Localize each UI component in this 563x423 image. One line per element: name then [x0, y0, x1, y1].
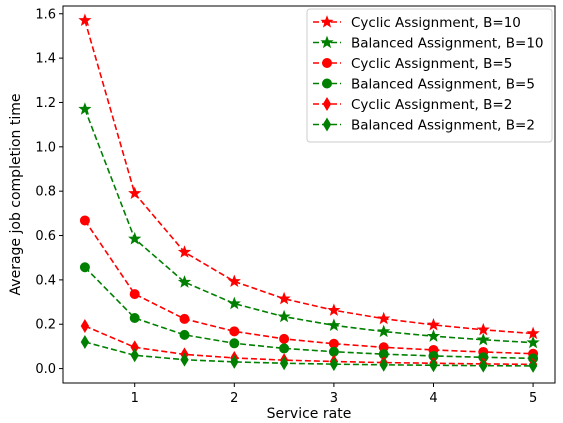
legend-label: Balanced Assignment, B=10	[351, 36, 544, 52]
data-point	[479, 358, 488, 373]
series-layer	[78, 13, 540, 373]
data-point	[177, 245, 192, 258]
x-tick-label: 5	[529, 391, 537, 406]
legend-label: Balanced Assignment, B=2	[351, 118, 535, 134]
plot-frame	[62, 5, 556, 384]
y-tick-label: 0.0	[35, 362, 56, 377]
x-tick-label: 1	[131, 391, 139, 406]
data-point	[179, 329, 190, 340]
series-3	[79, 215, 539, 359]
series-line	[84, 220, 534, 355]
series-6	[80, 335, 538, 373]
series-2	[78, 102, 540, 349]
data-point	[377, 311, 391, 325]
data-point	[279, 356, 289, 371]
series-line	[84, 20, 534, 335]
series-4	[79, 262, 539, 364]
data-point	[229, 326, 240, 337]
legend-entry: Cyclic Assignment, B=2	[313, 97, 512, 113]
legend-entry: Balanced Assignment, B=2	[313, 118, 535, 134]
x-tick-label: 4	[429, 391, 437, 406]
data-point	[227, 274, 241, 288]
legend-entry: Balanced Assignment, B=5	[313, 77, 535, 93]
data-point	[476, 332, 490, 346]
data-point	[129, 313, 140, 324]
data-point	[80, 319, 90, 333]
y-tick-label: 1.2	[35, 96, 56, 111]
data-point	[277, 309, 291, 323]
data-point	[78, 13, 92, 27]
data-point	[79, 215, 90, 226]
x-tick-label: 2	[230, 391, 238, 406]
legend-marker	[322, 58, 332, 68]
x-axis: 1 2 3 4 5	[131, 383, 537, 406]
legend-label: Cyclic Assignment, B=10	[351, 15, 521, 31]
legend-label: Balanced Assignment, B=5	[351, 77, 535, 93]
data-point	[227, 296, 241, 310]
data-point	[180, 352, 189, 367]
data-point	[277, 291, 291, 305]
data-point	[377, 324, 391, 338]
data-point	[229, 338, 240, 349]
data-point	[476, 322, 490, 336]
data-point	[79, 262, 90, 273]
series-line	[84, 325, 534, 366]
x-axis-label: Service rate	[267, 406, 352, 422]
data-point	[128, 231, 142, 245]
data-point	[429, 358, 438, 373]
series-line	[84, 341, 534, 367]
data-point	[426, 329, 441, 342]
data-point	[78, 102, 92, 115]
legend-label: Cyclic Assignment, B=5	[351, 56, 512, 72]
data-point	[379, 357, 388, 372]
series-line	[84, 266, 534, 360]
data-point	[327, 303, 341, 316]
y-tick-label: 1.6	[35, 7, 56, 22]
x-tick-label: 3	[330, 391, 338, 406]
data-point	[177, 275, 192, 288]
data-point	[128, 186, 142, 199]
data-point	[129, 289, 140, 300]
legend-frame	[306, 8, 553, 143]
data-point	[230, 354, 239, 369]
data-point	[528, 358, 538, 373]
data-point	[327, 318, 341, 331]
y-tick-label: 0.2	[35, 318, 56, 333]
legend-entry: Cyclic Assignment, B=10	[313, 15, 521, 31]
y-tick-label: 1.4	[35, 52, 56, 67]
legend-entry: Cyclic Assignment, B=5	[313, 56, 512, 72]
data-point	[279, 343, 290, 354]
legend-label: Cyclic Assignment, B=2	[351, 97, 512, 113]
data-point	[526, 335, 540, 349]
y-axis: 0.0 0.2 0.4 0.6 0.8 1.0 1.2 1.4 1.6	[35, 7, 63, 377]
legend-marker	[320, 35, 334, 49]
legend-marker	[322, 78, 332, 89]
series-line	[84, 108, 534, 344]
data-point	[426, 317, 441, 331]
legend-marker	[322, 117, 332, 132]
y-axis-label: Average job completion time	[8, 94, 24, 296]
y-tick-label: 0.6	[35, 229, 56, 244]
y-tick-label: 1.0	[35, 140, 56, 155]
data-point	[130, 348, 139, 363]
data-point	[179, 313, 190, 324]
data-point	[279, 333, 290, 344]
data-point	[329, 357, 339, 372]
legend-entry: Balanced Assignment, B=10	[313, 36, 544, 52]
y-tick-label: 0.8	[35, 185, 56, 200]
legend: Cyclic Assignment, B=10 Balanced Assignme…	[306, 8, 553, 143]
data-point	[80, 335, 90, 349]
y-tick-label: 0.4	[35, 273, 56, 288]
legend-marker	[320, 15, 334, 28]
legend-marker	[322, 97, 332, 111]
